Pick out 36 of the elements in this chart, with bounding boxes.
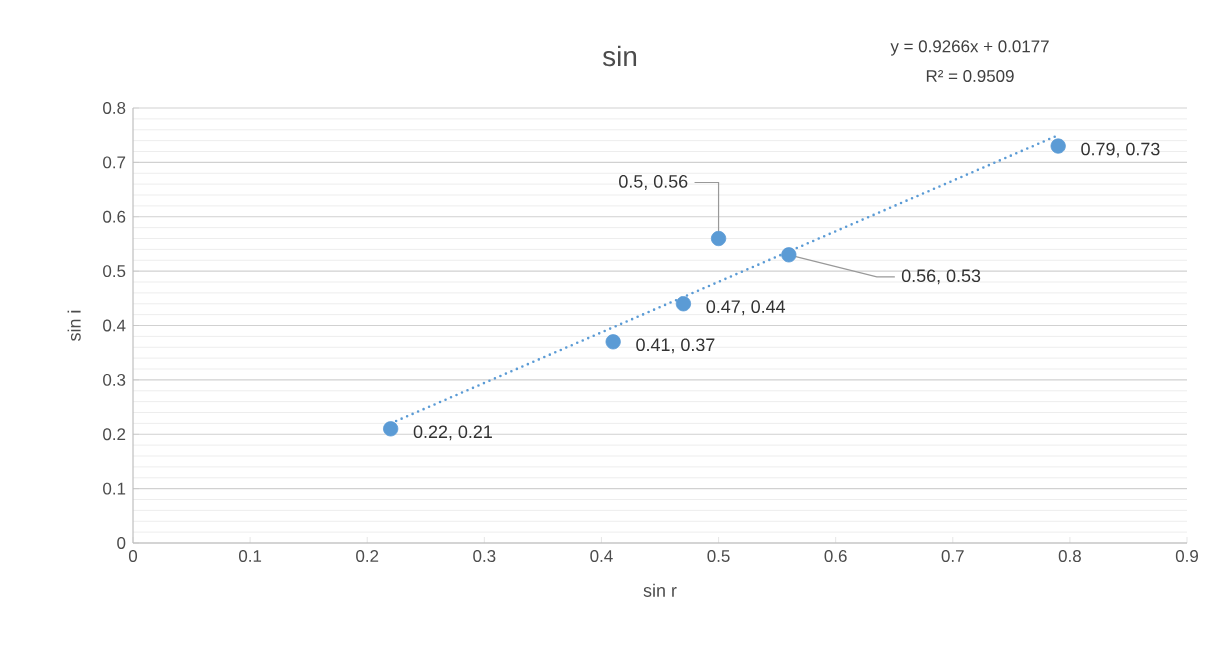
point — [383, 421, 399, 437]
y-tick-label: 0.4 — [103, 319, 126, 332]
data-label: 0.22, 0.21 — [413, 425, 492, 441]
data-label: 0.47, 0.44 — [706, 300, 786, 316]
text: y = 0.9266x + 0.0177 — [890, 40, 1049, 56]
x-tick-label: 0.9 — [1175, 550, 1198, 563]
point — [1050, 138, 1066, 154]
x-tick-label: 0.4 — [590, 550, 613, 563]
x-tick-label: 0.1 — [239, 550, 262, 563]
chart-title: sin — [602, 45, 637, 67]
data-label: 0.41, 0.37 — [636, 338, 715, 354]
y-tick-label: 0 — [117, 537, 126, 549]
x-tick-label: 0.6 — [824, 550, 847, 563]
y-tick-label: 0.8 — [103, 102, 126, 114]
x-axis-title: sin r — [643, 583, 677, 597]
data-label: 0.56, 0.53 — [901, 269, 981, 285]
y-tick-label: 0.2 — [103, 428, 126, 441]
x-tick-label: 0.2 — [356, 550, 379, 563]
y-tick-label: 0.1 — [103, 482, 126, 495]
x-tick-label: 0.3 — [473, 550, 496, 563]
y-tick-label: 0.6 — [103, 210, 126, 223]
y-tick-label: 0.5 — [103, 265, 126, 278]
data-label: 0.79, 0.73 — [1081, 142, 1160, 158]
point — [605, 334, 621, 350]
point — [781, 247, 797, 263]
y-axis-title: sin i — [67, 310, 81, 341]
text: R² = 0.9509 — [926, 70, 1014, 82]
point — [675, 296, 692, 312]
y-tick-label: 0.3 — [103, 373, 126, 386]
point — [710, 230, 727, 247]
x-tick-label: 0 — [128, 550, 138, 563]
y-tick-label: 0.7 — [103, 156, 126, 169]
x-tick-label: 0.7 — [941, 550, 964, 563]
data-label: 0.5, 0.56 — [619, 175, 688, 190]
x-tick-label: 0.5 — [707, 550, 730, 563]
x-tick-label: 0.8 — [1058, 550, 1081, 563]
